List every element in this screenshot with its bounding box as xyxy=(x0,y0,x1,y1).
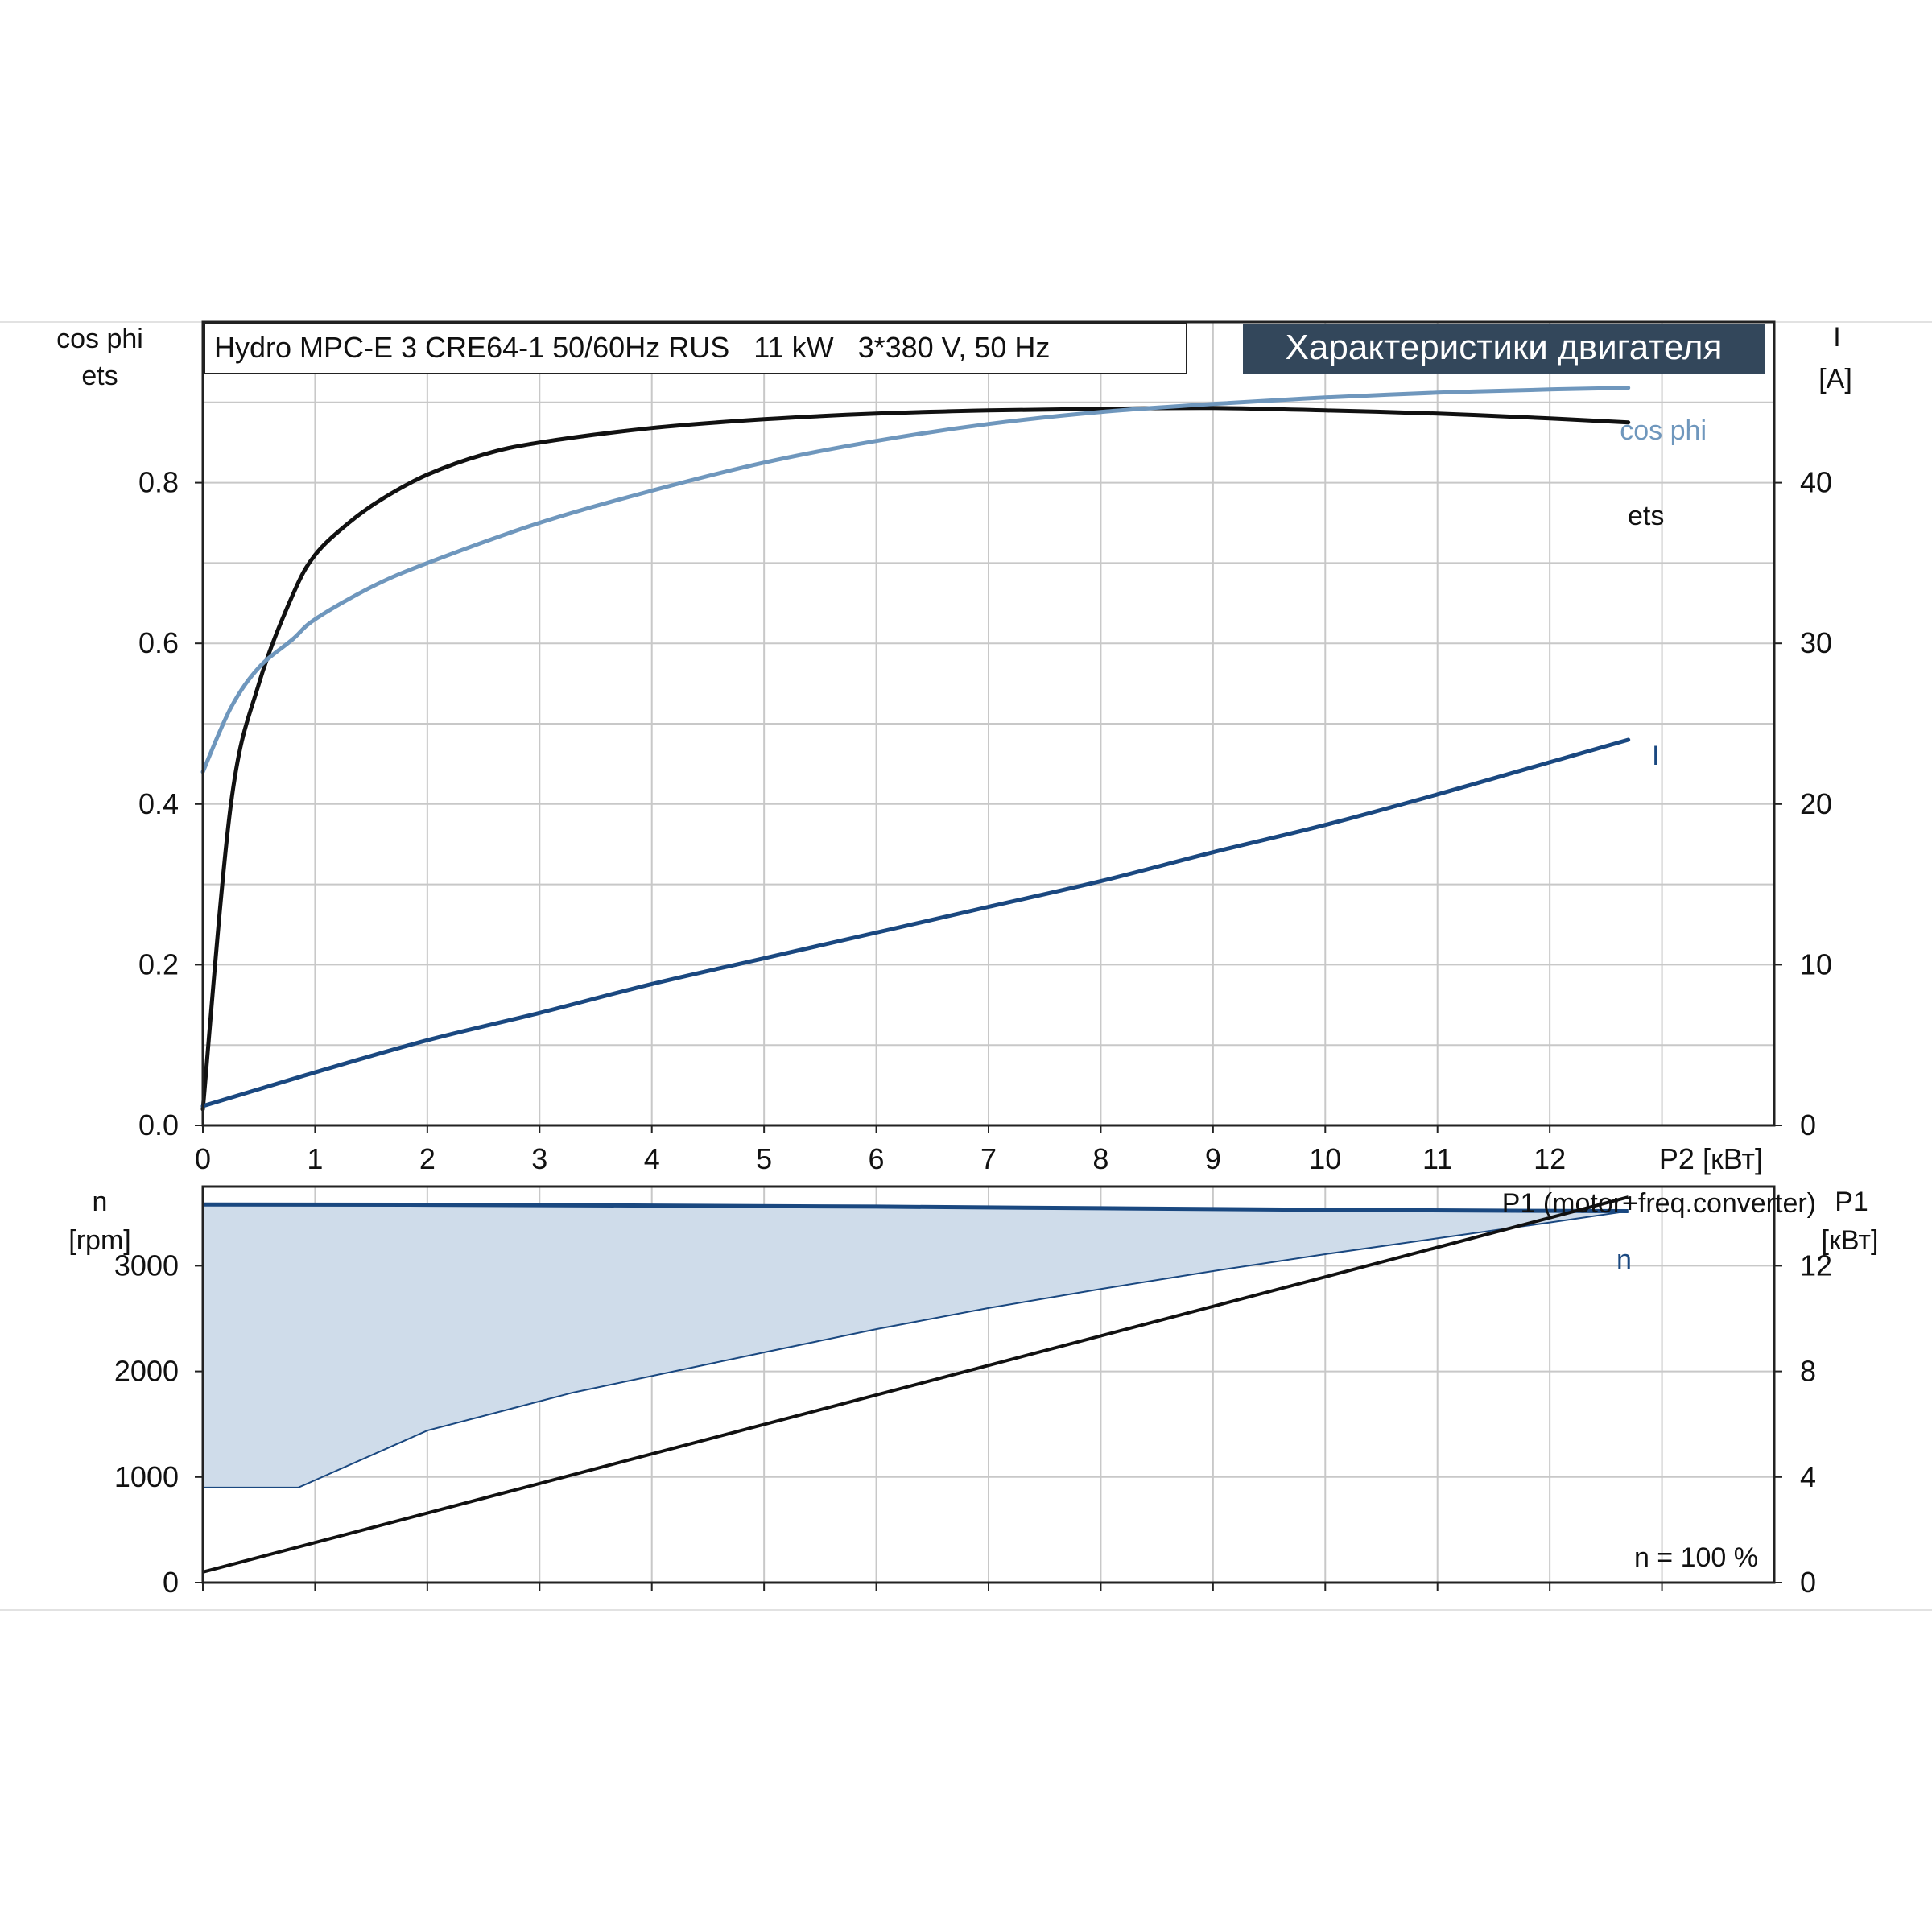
lower-chart: 0 1000 2000 3000 0 4 8 12 n [rpm] P1 [кВт] P1 (… xyxy=(68,1185,1879,1599)
lower-tick-labels: 0 1000 2000 3000 0 4 8 12 xyxy=(114,1249,1832,1599)
series-label-p1: P1 (motor+freq.converter) xyxy=(1502,1188,1816,1219)
y-left-tick-label: 0.8 xyxy=(138,466,179,499)
upper-series xyxy=(200,386,1631,1112)
series-label-cosphi: cos phi xyxy=(1620,415,1707,446)
lower-y-right-tick-label: 8 xyxy=(1800,1355,1816,1388)
x-tick-label: 7 xyxy=(980,1142,997,1175)
y-left-tick-label: 0.2 xyxy=(138,947,179,980)
x-axis-label: P2 [кВт] xyxy=(1659,1142,1763,1175)
upper-chart: 0 1 2 3 4 5 6 7 8 9 10 11 120.00.20.40.60.8010203040… xyxy=(56,320,1852,1175)
y-right-tick-label: 0 xyxy=(1800,1108,1816,1141)
y-right-tick-label: 20 xyxy=(1800,787,1832,820)
series-line-ets xyxy=(200,406,1631,1112)
series-line-n-min xyxy=(203,1210,1629,1488)
lower-y-left-tick-label: 2000 xyxy=(114,1355,179,1388)
x-tick-label: 0 xyxy=(195,1142,211,1175)
lower-series xyxy=(202,1195,1629,1574)
x-tick-label: 9 xyxy=(1205,1142,1221,1175)
y-left-label-n: n xyxy=(93,1187,108,1217)
lower-y-right-tick-label: 0 xyxy=(1800,1566,1816,1599)
x-tick-label: 11 xyxy=(1422,1142,1452,1175)
model-title: Hydro MPC-E 3 CRE64-1 50/60Hz RUS 11 kW … xyxy=(214,331,1050,364)
x-tick-label: 10 xyxy=(1309,1142,1341,1175)
upper-grid xyxy=(203,322,1774,1125)
y-right-tick-label: 40 xyxy=(1800,466,1832,499)
x-tick-label: 2 xyxy=(419,1142,436,1175)
series-line-current xyxy=(200,737,1631,1108)
y-left-label-rpm: [rpm] xyxy=(68,1225,130,1256)
lower-y-left-tick-label: 1000 xyxy=(114,1460,179,1493)
x-tick-label: 1 xyxy=(307,1142,323,1175)
y-left-label-ets: ets xyxy=(81,361,118,391)
series-line-cosphi xyxy=(200,386,1631,774)
lower-y-right-tick-label: 12 xyxy=(1800,1249,1832,1282)
lower-y-left-tick-label: 3000 xyxy=(114,1249,179,1282)
y-left-tick-label: 0.0 xyxy=(138,1108,179,1141)
speed-range-band xyxy=(203,1204,1629,1488)
y-right-tick-label: 30 xyxy=(1800,626,1832,659)
x-tick-label: 8 xyxy=(1092,1142,1108,1175)
series-label-ets: ets xyxy=(1628,501,1664,531)
y-left-tick-label: 0.6 xyxy=(138,626,179,659)
series-line-n xyxy=(202,1202,1629,1213)
x-tick-label: 12 xyxy=(1534,1142,1566,1175)
y-left-label-cosphi: cos phi xyxy=(56,324,143,354)
series-label-n: n xyxy=(1616,1245,1632,1275)
y-right-label-i: I xyxy=(1833,322,1840,353)
x-tick-label: 6 xyxy=(869,1142,885,1175)
y-right-label-p1: P1 xyxy=(1835,1187,1868,1217)
lower-y-left-tick-label: 0 xyxy=(163,1566,179,1599)
section-title-box xyxy=(1243,324,1765,374)
speed-annotation: n = 100 % xyxy=(1634,1542,1758,1573)
x-tick-label: 3 xyxy=(531,1142,547,1175)
y-left-tick-label: 0.4 xyxy=(138,787,179,820)
y-right-label-kw: [кВт] xyxy=(1822,1225,1879,1256)
series-line-p1 xyxy=(202,1195,1629,1574)
x-tick-label: 5 xyxy=(756,1142,772,1175)
y-right-tick-label: 10 xyxy=(1800,947,1832,980)
section-title: Характеристики двигателя xyxy=(1286,328,1723,367)
lower-y-right-tick-label: 4 xyxy=(1800,1460,1816,1493)
series-label-current: I xyxy=(1652,741,1659,771)
x-tick-label: 4 xyxy=(644,1142,660,1175)
y-right-label-a: [A] xyxy=(1818,364,1852,394)
model-box xyxy=(204,323,1187,374)
